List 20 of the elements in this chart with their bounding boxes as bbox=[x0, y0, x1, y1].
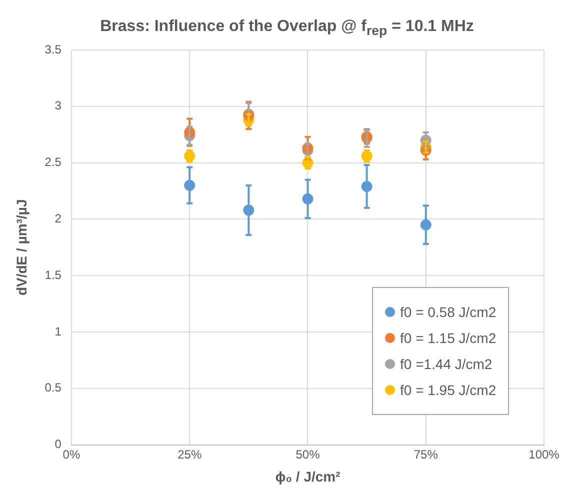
x-axis-title: ϕ₀ / J/cm² bbox=[275, 468, 341, 484]
x-tick-label: 75% bbox=[414, 447, 438, 462]
x-tick-label: 0% bbox=[62, 447, 80, 462]
y-tick-label: 3.5 bbox=[44, 42, 62, 56]
legend-label: f0 = 0.58 J/cm2 bbox=[400, 304, 496, 320]
y-tick-label: 0.5 bbox=[44, 380, 62, 395]
y-tick-label: 2.5 bbox=[44, 155, 62, 170]
x-tick-label: 25% bbox=[178, 447, 202, 462]
legend-label: f0 =1.44 J/cm2 bbox=[400, 356, 492, 372]
legend-label: f0 = 1.15 J/cm2 bbox=[400, 330, 496, 346]
chart-title: Brass: Influence of the Overlap @ f$_{rep}$ = 10.1 MHz bbox=[99, 18, 475, 38]
legend-label: f0 = 1.95 J/cm2 bbox=[400, 382, 496, 398]
y-tick-label: 1.5 bbox=[44, 268, 62, 282]
x-tick-label: 50% bbox=[296, 447, 320, 462]
y-axis-title: dV/dE / µm³/µJ bbox=[13, 199, 30, 296]
x-tick-label: 100% bbox=[528, 447, 560, 462]
y-tick-label: 3 bbox=[54, 98, 62, 113]
y-tick-label: 2 bbox=[54, 212, 62, 226]
y-tick-label: 0 bbox=[54, 437, 62, 452]
y-tick-label: 1 bbox=[54, 324, 62, 338]
